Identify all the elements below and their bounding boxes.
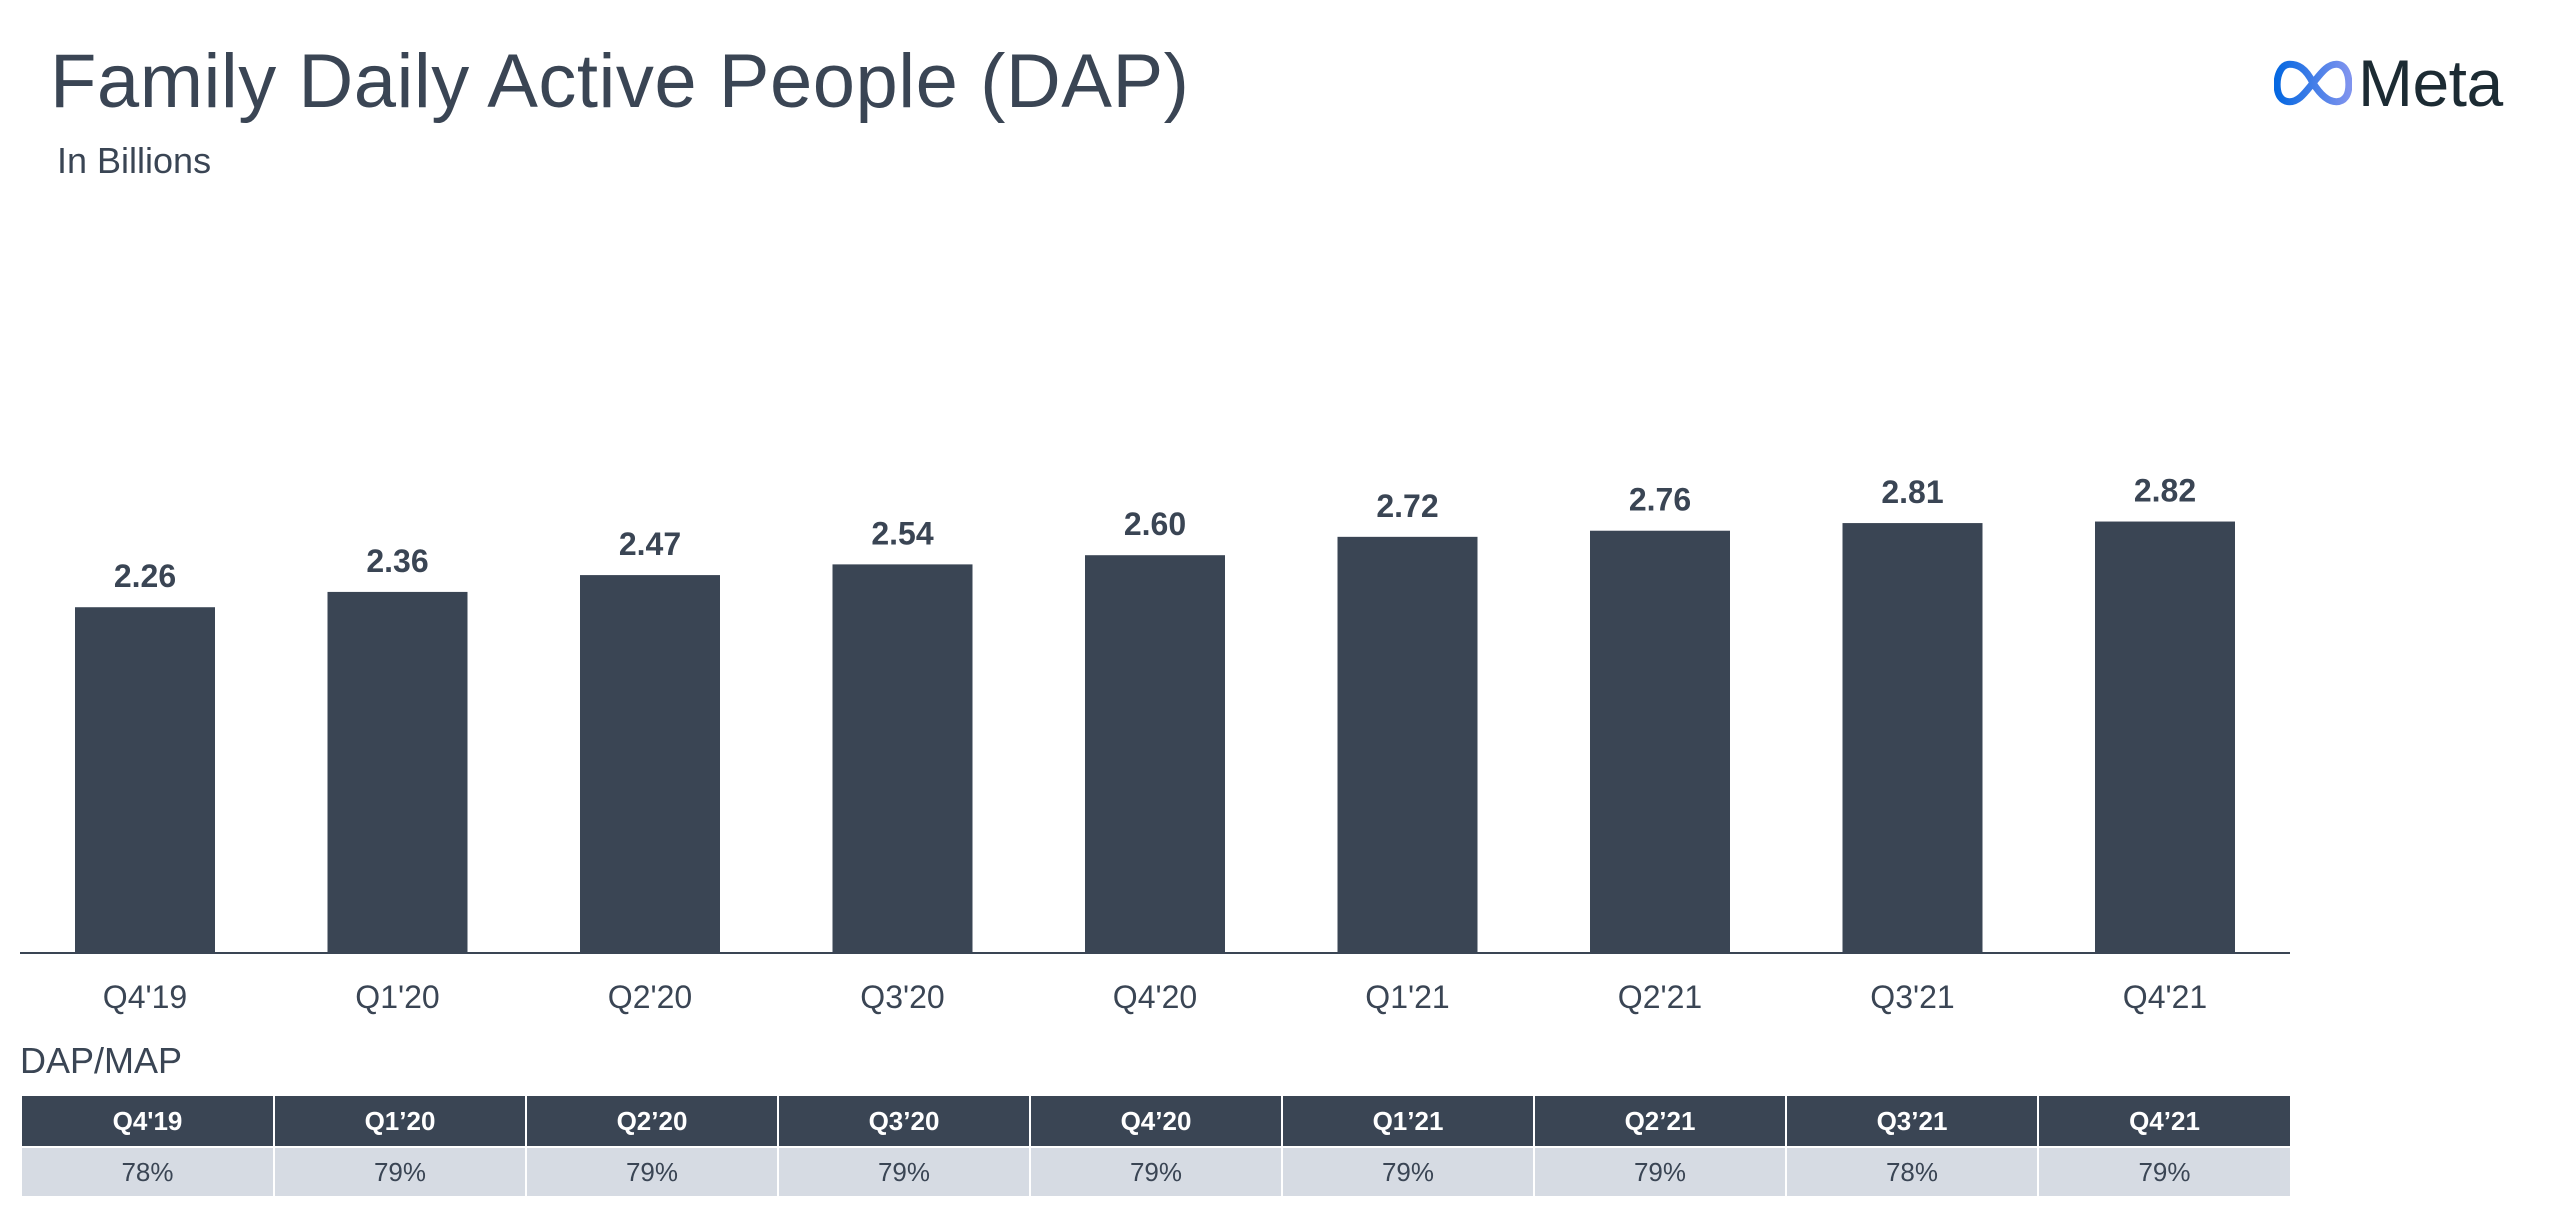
x-tick-label: Q2'20 — [608, 979, 692, 1015]
x-tick-label: Q3'20 — [860, 979, 944, 1015]
bar — [2095, 521, 2235, 953]
bar — [1085, 555, 1225, 953]
bar — [75, 607, 215, 953]
page-title: Family Daily Active People (DAP) — [50, 39, 1190, 124]
ratio-table-title: DAP/MAP — [20, 1040, 183, 1081]
ratio-value-cell: 79% — [1282, 1146, 1535, 1196]
ratio-value-cell: 79% — [2038, 1146, 2290, 1196]
x-tick-label: Q3'21 — [1870, 979, 1954, 1015]
bar — [1590, 530, 1730, 953]
bar-value-label: 2.47 — [619, 526, 681, 562]
ratio-table-value-row: 78% 79% 79% 79% 79% 79% 79% 78% 79% — [22, 1146, 2290, 1196]
ratio-value-cell: 78% — [1786, 1146, 2039, 1196]
ratio-table-header-row: Q4'19 Q1’20 Q2’20 Q3’20 Q4’20 Q1’21 Q2’2… — [22, 1096, 2290, 1147]
ratio-value-cell: 79% — [1534, 1146, 1787, 1196]
bar-value-label: 2.81 — [1881, 474, 1943, 510]
bar-value-label: 2.60 — [1124, 506, 1186, 542]
x-tick-label: Q1'20 — [355, 979, 439, 1015]
bar-chart: 2.26 Q4'19 2.36 Q1'20 2.47 Q2'20 2.54 Q3'20 2.60… — [20, 473, 2290, 1015]
bar — [1842, 523, 1983, 953]
bar-value-label: 2.76 — [1629, 482, 1691, 518]
ratio-header-cell: Q1’20 — [274, 1096, 527, 1147]
ratio-header-cell: Q3’21 — [1786, 1096, 2039, 1147]
ratio-header-cell: Q2’21 — [1534, 1096, 1787, 1147]
ratio-header-cell: Q1’21 — [1282, 1096, 1535, 1147]
ratio-header-cell: Q4’20 — [1030, 1096, 1283, 1147]
bar-value-label: 2.54 — [871, 515, 933, 551]
bar-value-label: 2.72 — [1376, 488, 1438, 524]
bar — [832, 564, 973, 953]
x-tick-label: Q4'21 — [2123, 979, 2207, 1015]
x-tick-label: Q1'21 — [1365, 979, 1449, 1015]
ratio-header-cell: Q3’20 — [778, 1096, 1031, 1147]
meta-infinity-icon — [2274, 60, 2352, 106]
bar-value-label: 2.36 — [366, 543, 428, 579]
ratio-value-cell: 79% — [274, 1146, 527, 1196]
ratio-header-cell: Q2’20 — [526, 1096, 779, 1147]
ratio-value-cell: 79% — [526, 1146, 779, 1196]
ratio-value-cell: 79% — [778, 1146, 1031, 1196]
ratio-value-cell: 78% — [22, 1146, 275, 1196]
ratio-table: Q4'19 Q1’20 Q2’20 Q3’20 Q4’20 Q1’21 Q2’2… — [22, 1096, 2290, 1196]
bar — [1337, 536, 1478, 953]
meta-logo-text: Meta — [2358, 46, 2503, 120]
x-tick-label: Q2'21 — [1618, 979, 1702, 1015]
bar-value-label: 2.82 — [2134, 473, 2196, 509]
ratio-header-cell: Q4'19 — [22, 1096, 275, 1147]
bar — [580, 575, 720, 953]
page-subtitle: In Billions — [57, 140, 212, 181]
x-tick-label: Q4'19 — [103, 979, 187, 1015]
bar — [327, 591, 468, 953]
x-tick-label: Q4'20 — [1113, 979, 1197, 1015]
meta-logo: Meta — [2274, 48, 2534, 118]
ratio-value-cell: 79% — [1030, 1146, 1283, 1196]
ratio-header-cell: Q4’21 — [2038, 1096, 2290, 1147]
bar-value-label: 2.26 — [114, 558, 176, 594]
